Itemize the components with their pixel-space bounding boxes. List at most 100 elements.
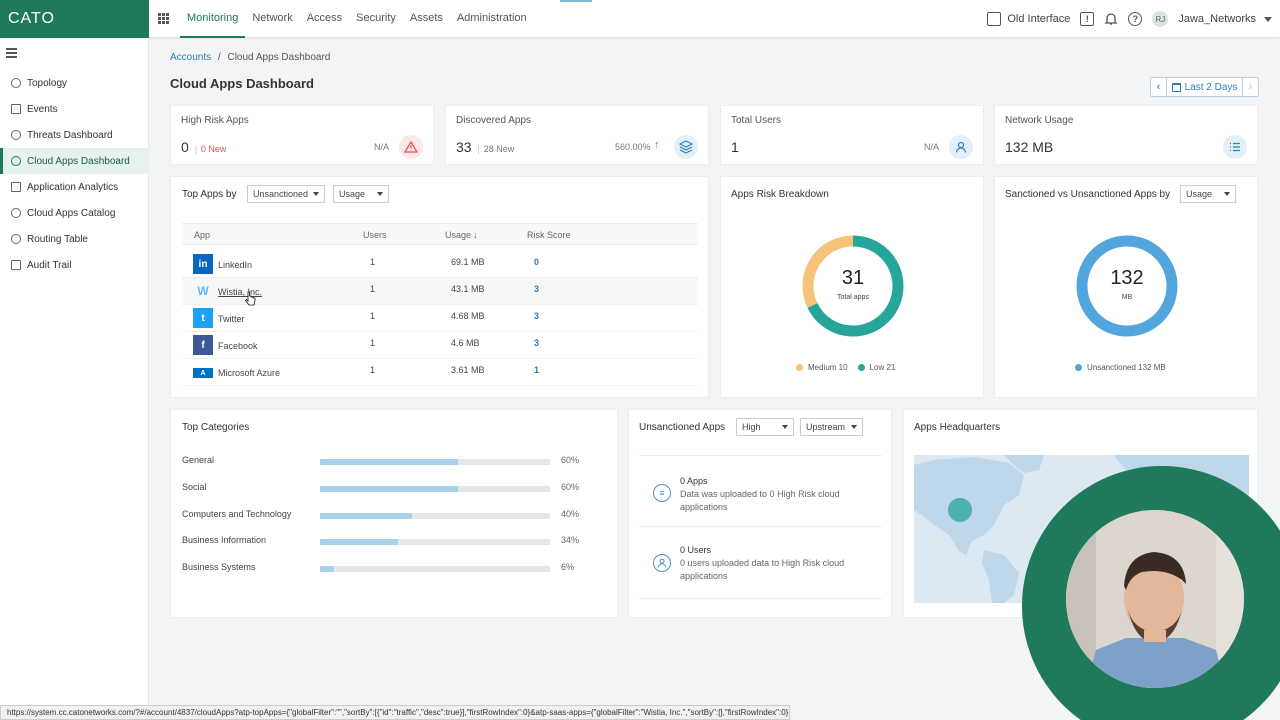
sidebar-item-events[interactable]: Events	[0, 96, 149, 122]
sort-desc-icon[interactable]: ↓	[473, 230, 478, 240]
legend-item[interactable]: Medium 10	[796, 363, 848, 372]
category-bar-fill	[320, 539, 399, 545]
category-row[interactable]: Business Systems 6%	[182, 562, 602, 576]
page-title: Cloud Apps Dashboard	[170, 76, 314, 91]
cloud-icon	[11, 156, 21, 166]
col-users[interactable]: Users	[363, 230, 387, 240]
sidebar-item-label: Routing Table	[27, 233, 88, 245]
dropdown-value: Unsanctioned	[253, 189, 309, 199]
breadcrumb: Accounts / Cloud Apps Dashboard	[170, 52, 330, 63]
warning-icon	[399, 135, 423, 159]
legend-label: Medium 10	[808, 363, 848, 372]
kpi-high-risk-apps: High Risk Apps 0 | 0 New N/A	[170, 105, 434, 165]
nav-monitoring[interactable]: Monitoring	[180, 0, 246, 38]
alert-icon[interactable]: !	[1080, 12, 1095, 26]
category-row[interactable]: Social 60%	[182, 482, 602, 496]
chevron-right-icon[interactable]: ›	[1248, 81, 1253, 93]
category-name: Business Information	[182, 535, 267, 545]
sidebar-item-label: Audit Trail	[27, 259, 72, 271]
nav-assets[interactable]: Assets	[409, 12, 443, 24]
legend-dot	[796, 364, 803, 371]
category-name: Computers and Technology	[182, 509, 292, 519]
menu-icon[interactable]	[6, 48, 17, 60]
app-risk-score[interactable]: 3	[534, 338, 540, 348]
sanctioned-metric-dropdown[interactable]: Usage	[1180, 185, 1236, 203]
category-row[interactable]: Computers and Technology 40%	[182, 509, 602, 523]
donut-segment-medium[interactable]	[802, 235, 904, 337]
category-row[interactable]: General 60%	[182, 455, 602, 469]
category-percent: 40%	[561, 509, 580, 519]
kpi-label: Network Usage	[1005, 115, 1074, 126]
app-users: 1	[370, 257, 376, 267]
table-row[interactable]: t Twitter 1 4.68 MB 3	[182, 305, 698, 332]
app-risk-score[interactable]: 0	[534, 257, 540, 267]
chevron-left-icon[interactable]: ‹	[1156, 81, 1161, 93]
arrow-up-icon: ↑	[654, 139, 660, 151]
summary-description: 0 users uploaded data to High Risk cloud…	[680, 558, 845, 581]
calendar-icon	[1171, 82, 1181, 92]
dropdown-value: Usage	[1186, 189, 1213, 199]
col-risk-score[interactable]: Risk Score	[527, 230, 571, 240]
table-row[interactable]: f Facebook 1 4.6 MB 3	[182, 332, 698, 359]
breadcrumb-accounts[interactable]: Accounts	[170, 52, 212, 63]
sanction-filter-dropdown[interactable]: Unsanctioned	[247, 185, 325, 203]
app-name[interactable]: Wistia, Inc.	[218, 287, 263, 297]
kpi-label: Discovered Apps	[456, 115, 532, 126]
bell-icon[interactable]	[1104, 12, 1118, 26]
table-row[interactable]: A Microsoft Azure 1 3.61 MB 1	[182, 359, 698, 386]
app-users: 1	[370, 365, 376, 375]
app-name[interactable]: Twitter	[218, 314, 245, 324]
category-bar	[320, 513, 550, 519]
dropdown-value: Usage	[339, 189, 366, 199]
sidebar-item-cloud-apps-catalog[interactable]: Cloud Apps Catalog	[0, 200, 149, 226]
sidebar-item-application-analytics[interactable]: Application Analytics	[0, 174, 149, 200]
category-bar-fill	[320, 486, 458, 492]
nav-security[interactable]: Security	[356, 12, 396, 24]
top-apps-label: Top Apps by	[182, 189, 237, 200]
app-launcher-icon[interactable]	[158, 13, 169, 24]
direction-dropdown[interactable]: Upstream	[800, 418, 863, 436]
legend-item[interactable]: Low 21	[857, 363, 895, 372]
avatar[interactable]: RJ	[1152, 11, 1169, 27]
nav-access[interactable]: Access	[306, 12, 343, 24]
account-switcher[interactable]: Jawa_Networks	[1178, 13, 1272, 25]
events-icon	[11, 104, 21, 114]
category-row[interactable]: Business Information 34%	[182, 535, 602, 549]
risk-donut-chart[interactable]	[801, 234, 905, 338]
cato-logo[interactable]: CATO	[0, 0, 149, 38]
donut-segment-unsanctioned[interactable]	[1076, 235, 1178, 337]
app-name[interactable]: Microsoft Azure	[218, 368, 281, 378]
webcam-overlay	[1022, 466, 1280, 720]
donut-unit: MB	[1121, 294, 1133, 301]
sidebar-item-routing-table[interactable]: Routing Table	[0, 226, 149, 252]
app-risk-score[interactable]: 3	[534, 311, 540, 321]
nav-administration[interactable]: Administration	[456, 12, 527, 24]
metric-filter-dropdown[interactable]: Usage	[333, 185, 389, 203]
sidebar-item-cloud-apps-dashboard[interactable]: Cloud Apps Dashboard	[0, 148, 149, 174]
help-icon[interactable]: ?	[1128, 12, 1143, 26]
sidebar-item-threats-dashboard[interactable]: Threats Dashboard	[0, 122, 149, 148]
col-app[interactable]: App	[194, 230, 211, 240]
app-risk-score[interactable]: 1	[534, 365, 540, 375]
usage-donut-chart[interactable]	[1075, 234, 1179, 338]
date-range-picker[interactable]: Last 2 Days	[1166, 78, 1243, 96]
date-range-label: Last 2 Days	[1184, 81, 1238, 93]
wistia-logo-icon: W	[197, 284, 209, 298]
app-name[interactable]: Facebook	[218, 341, 258, 351]
headquarters-marker[interactable]	[948, 498, 972, 522]
old-interface-link[interactable]: Old Interface	[987, 12, 1070, 26]
sidebar-item-topology[interactable]: Topology	[0, 70, 149, 96]
legend-dot	[857, 364, 865, 371]
table-row[interactable]: in LinkedIn 1 69.1 MB 0	[182, 251, 698, 278]
kpi-new-count: 28 New	[483, 144, 515, 154]
table-row[interactable]: W Wistia, Inc. 1 43.1 MB 3	[182, 278, 698, 305]
azure-logo-icon: A	[193, 368, 213, 378]
sidebar-item-audit-trail[interactable]: Audit Trail	[0, 252, 149, 278]
nav-network[interactable]: Network	[252, 12, 293, 24]
risk-level-dropdown[interactable]: High	[736, 418, 794, 436]
col-usage[interactable]: Usage	[445, 230, 472, 240]
legend-item[interactable]: Unsanctioned 132 MB	[1075, 363, 1166, 372]
app-risk-score[interactable]: 3	[534, 284, 540, 294]
category-bar	[320, 459, 550, 465]
app-name[interactable]: LinkedIn	[218, 260, 253, 270]
